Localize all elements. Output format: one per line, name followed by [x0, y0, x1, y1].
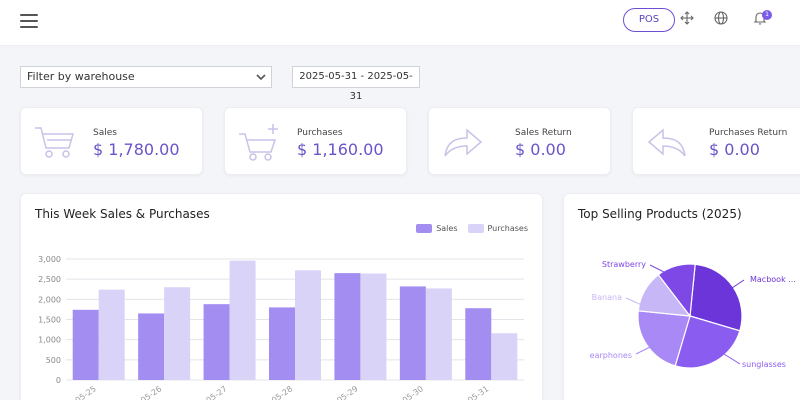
- fullscreen-icon[interactable]: [679, 10, 695, 26]
- y-tick-label: 2,500: [38, 275, 61, 284]
- pie-slice[interactable]: [637, 310, 691, 367]
- sales-return-card: Sales Return $ 0.00: [428, 107, 611, 175]
- cart-icon: [35, 127, 74, 158]
- pie-label: earphones: [590, 351, 632, 360]
- x-tick-label: 2025-05-31: [447, 384, 490, 400]
- pie-label-line: [649, 264, 669, 275]
- top-products-panel: Top Selling Products (2025) Macbook ... s…: [563, 193, 800, 400]
- notification-badge: 1: [762, 10, 772, 20]
- card-label: Sales: [93, 128, 117, 138]
- pie-label: Strawberry: [602, 260, 646, 269]
- bar-purchases[interactable]: [360, 273, 387, 380]
- bar-purchases[interactable]: [491, 333, 518, 380]
- pie-label-line: [625, 297, 645, 307]
- bar-purchases[interactable]: [425, 288, 452, 380]
- card-value: $ 0.00: [515, 140, 566, 159]
- bar-sales[interactable]: [399, 286, 426, 380]
- pie-label: Banana: [592, 293, 622, 302]
- card-label: Purchases: [297, 128, 343, 138]
- sales-card: Sales $ 1,780.00: [20, 107, 203, 175]
- legend-purchases[interactable]: Purchases: [467, 224, 529, 233]
- legend-sales[interactable]: Sales: [416, 224, 458, 233]
- card-value: $ 0.00: [709, 140, 760, 159]
- bar-sales[interactable]: [72, 309, 99, 380]
- forward-arrow-icon: [444, 128, 483, 157]
- y-tick-label: 0: [56, 376, 61, 385]
- card-label: Purchases Return: [709, 128, 788, 138]
- back-arrow-icon: [647, 128, 686, 157]
- card-value: $ 1,160.00: [297, 140, 384, 159]
- bar-purchases[interactable]: [229, 260, 256, 380]
- week-chart-legend: Sales Purchases: [406, 224, 528, 233]
- warehouse-filter-label: Filter by warehouse: [27, 70, 135, 83]
- x-tick-label: 2025-05-28: [251, 384, 294, 400]
- warehouse-filter-select[interactable]: Filter by warehouse: [20, 66, 272, 88]
- legend-purchases-label: Purchases: [487, 224, 529, 233]
- week-chart-title: This Week Sales & Purchases: [35, 207, 210, 221]
- legend-sales-label: Sales: [436, 224, 458, 233]
- y-tick-label: 500: [46, 356, 61, 365]
- bar-purchases[interactable]: [98, 289, 125, 380]
- purchases-return-card: Purchases Return $ 0.00: [632, 107, 800, 175]
- bar-sales[interactable]: [334, 273, 361, 380]
- legend-purchases-swatch: [467, 224, 484, 233]
- top-products-pie-chart: Macbook ... sunglasses earphones Banana Stra…: [590, 260, 796, 369]
- pie-label: sunglasses: [742, 360, 786, 369]
- bar-sales[interactable]: [269, 307, 295, 380]
- cart-plus-icon: [239, 124, 278, 161]
- bar-purchases[interactable]: [164, 287, 191, 380]
- pos-button[interactable]: POS: [623, 8, 675, 32]
- pie-slice[interactable]: [657, 263, 696, 318]
- bar-sales[interactable]: [138, 313, 165, 380]
- x-tick-label: 2025-05-25: [55, 384, 98, 400]
- y-tick-label: 2,000: [38, 295, 61, 304]
- pie-label-line: [635, 345, 653, 355]
- x-tick-label: 2025-05-29: [316, 384, 359, 400]
- purchases-card: Purchases $ 1,160.00: [224, 107, 407, 175]
- y-tick-label: 3,000: [38, 255, 61, 264]
- date-range-input[interactable]: 2025-05-31 - 2025-05-31: [292, 66, 420, 102]
- pie-label-line: [731, 279, 745, 289]
- bar-sales[interactable]: [465, 308, 492, 380]
- top-products-title: Top Selling Products (2025): [578, 207, 742, 221]
- menu-icon[interactable]: [20, 14, 38, 28]
- week-chart-panel: This Week Sales & Purchases Sales Purcha…: [20, 193, 543, 400]
- card-label: Sales Return: [515, 128, 572, 138]
- pie-label: Macbook ...: [750, 275, 796, 284]
- bar-purchases[interactable]: [295, 270, 321, 380]
- card-value: $ 1,780.00: [93, 140, 180, 159]
- x-tick-label: 2025-05-27: [185, 384, 228, 400]
- top-bar: POS 1: [0, 0, 800, 46]
- pie-slice[interactable]: [674, 315, 741, 369]
- chevron-down-icon: [256, 74, 266, 81]
- x-tick-label: 2025-05-30: [382, 384, 425, 400]
- week-bar-chart: 0 500 1,000 1,500 2,000 2,500 3,000 2025-05-25 2…: [38, 255, 524, 400]
- bar-sales[interactable]: [203, 304, 230, 380]
- x-tick-label: 2025-05-26: [120, 384, 163, 400]
- pie-label-line: [723, 353, 741, 365]
- y-tick-label: 1,000: [38, 336, 61, 345]
- legend-sales-swatch: [416, 224, 433, 233]
- globe-icon[interactable]: [713, 10, 729, 26]
- y-tick-label: 1,500: [38, 316, 61, 325]
